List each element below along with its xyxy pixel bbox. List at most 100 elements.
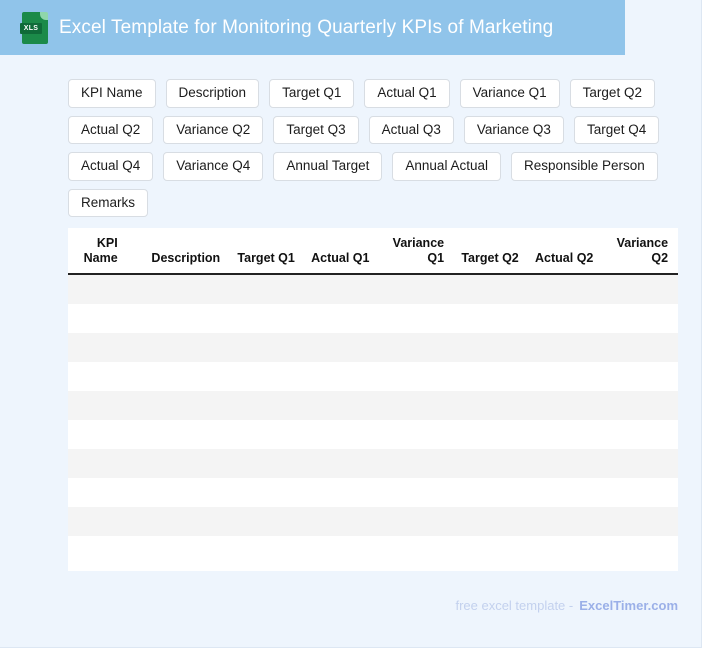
- table-cell[interactable]: [300, 390, 376, 420]
- table-cell[interactable]: [450, 419, 525, 449]
- table-cell[interactable]: [674, 419, 678, 449]
- table-row[interactable]: [68, 303, 678, 333]
- table-cell[interactable]: [300, 477, 376, 507]
- table-cell[interactable]: [524, 477, 600, 507]
- table-cell[interactable]: [524, 448, 600, 478]
- table-cell[interactable]: [524, 390, 600, 420]
- table-row[interactable]: [68, 390, 678, 420]
- table-cell[interactable]: [226, 303, 301, 333]
- field-chip[interactable]: Target Q4: [573, 115, 660, 145]
- table-cell[interactable]: [68, 361, 124, 391]
- field-chip[interactable]: Remarks: [68, 188, 149, 218]
- table-cell[interactable]: [123, 448, 227, 478]
- table-cell[interactable]: [375, 448, 451, 478]
- table-cell[interactable]: [524, 273, 600, 304]
- table-cell[interactable]: [68, 448, 124, 478]
- table-cell[interactable]: [674, 477, 678, 507]
- table-cell[interactable]: [226, 332, 301, 362]
- table-cell[interactable]: [450, 273, 525, 304]
- table-cell[interactable]: [375, 477, 451, 507]
- table-cell[interactable]: [450, 332, 525, 362]
- field-chip[interactable]: Variance Q2: [163, 115, 264, 145]
- table-cell[interactable]: [375, 506, 451, 536]
- footer-brand-link[interactable]: ExcelTimer.com: [579, 598, 678, 613]
- table-cell[interactable]: [226, 273, 301, 304]
- table-row[interactable]: [68, 535, 678, 565]
- table-cell[interactable]: [226, 535, 301, 565]
- table-cell[interactable]: [123, 303, 227, 333]
- field-chip[interactable]: Actual Q1: [364, 79, 450, 108]
- table-cell[interactable]: [599, 273, 675, 304]
- field-chip[interactable]: Variance Q3: [463, 115, 564, 145]
- field-chip[interactable]: Target Q1: [269, 79, 355, 108]
- table-cell[interactable]: [300, 332, 376, 362]
- table-cell[interactable]: [300, 361, 376, 391]
- field-chip[interactable]: Description: [165, 79, 260, 108]
- table-cell[interactable]: [674, 448, 678, 478]
- table-cell[interactable]: [599, 535, 675, 565]
- table-cell[interactable]: [123, 535, 227, 565]
- table-cell[interactable]: [68, 303, 124, 333]
- table-cell[interactable]: [375, 535, 451, 565]
- field-chip[interactable]: Variance Q1: [459, 79, 560, 108]
- table-cell[interactable]: [524, 535, 600, 565]
- field-chip[interactable]: Variance Q4: [163, 152, 264, 181]
- table-cell[interactable]: [300, 273, 376, 304]
- field-chip[interactable]: Annual Target: [273, 152, 383, 181]
- table-cell[interactable]: [226, 361, 301, 391]
- field-chip[interactable]: KPI Name: [68, 79, 156, 108]
- table-cell[interactable]: [524, 361, 600, 391]
- table-row[interactable]: [68, 361, 678, 391]
- table-cell[interactable]: [300, 419, 376, 449]
- table-row[interactable]: [68, 273, 678, 304]
- table-cell[interactable]: [674, 303, 678, 333]
- table-cell[interactable]: [375, 390, 451, 420]
- field-chip[interactable]: Actual Q2: [68, 115, 154, 145]
- table-cell[interactable]: [68, 419, 124, 449]
- table-cell[interactable]: [123, 332, 227, 362]
- field-chip[interactable]: Responsible Person: [510, 152, 658, 181]
- table-cell[interactable]: [450, 448, 525, 478]
- table-cell[interactable]: [226, 506, 301, 536]
- field-chip[interactable]: Actual Q3: [368, 115, 454, 145]
- table-cell[interactable]: [123, 361, 227, 391]
- field-chip[interactable]: Actual Q4: [68, 152, 154, 181]
- table-cell[interactable]: [375, 361, 451, 391]
- table-cell[interactable]: [68, 273, 124, 304]
- table-cell[interactable]: [375, 419, 451, 449]
- table-cell[interactable]: [450, 535, 525, 565]
- table-row[interactable]: [68, 419, 678, 449]
- table-cell[interactable]: [123, 477, 227, 507]
- table-cell[interactable]: [599, 477, 675, 507]
- table-cell[interactable]: [226, 390, 301, 420]
- table-cell[interactable]: [375, 303, 451, 333]
- table-cell[interactable]: [524, 506, 600, 536]
- table-cell[interactable]: [524, 419, 600, 449]
- table-cell[interactable]: [674, 361, 678, 391]
- table-cell[interactable]: [68, 332, 124, 362]
- table-cell[interactable]: [674, 390, 678, 420]
- table-cell[interactable]: [599, 303, 675, 333]
- table-cell[interactable]: [450, 477, 525, 507]
- table-row[interactable]: [68, 506, 678, 536]
- table-cell[interactable]: [599, 506, 675, 536]
- table-cell[interactable]: [524, 303, 600, 333]
- table-cell[interactable]: [68, 390, 124, 420]
- table-cell[interactable]: [450, 506, 525, 536]
- table-cell[interactable]: [599, 361, 675, 391]
- field-chip[interactable]: Annual Actual: [392, 152, 501, 181]
- table-cell[interactable]: [300, 448, 376, 478]
- table-cell[interactable]: [674, 332, 678, 362]
- table-cell[interactable]: [375, 273, 451, 304]
- table-cell[interactable]: [599, 419, 675, 449]
- table-cell[interactable]: [226, 419, 301, 449]
- table-cell[interactable]: [123, 273, 227, 304]
- table-cell[interactable]: [450, 390, 525, 420]
- field-chip[interactable]: Target Q2: [569, 79, 655, 108]
- table-cell[interactable]: [599, 332, 675, 362]
- table-row[interactable]: [68, 448, 678, 478]
- table-cell[interactable]: [68, 535, 124, 565]
- table-cell[interactable]: [300, 535, 376, 565]
- table-cell[interactable]: [123, 390, 227, 420]
- table-cell[interactable]: [450, 303, 525, 333]
